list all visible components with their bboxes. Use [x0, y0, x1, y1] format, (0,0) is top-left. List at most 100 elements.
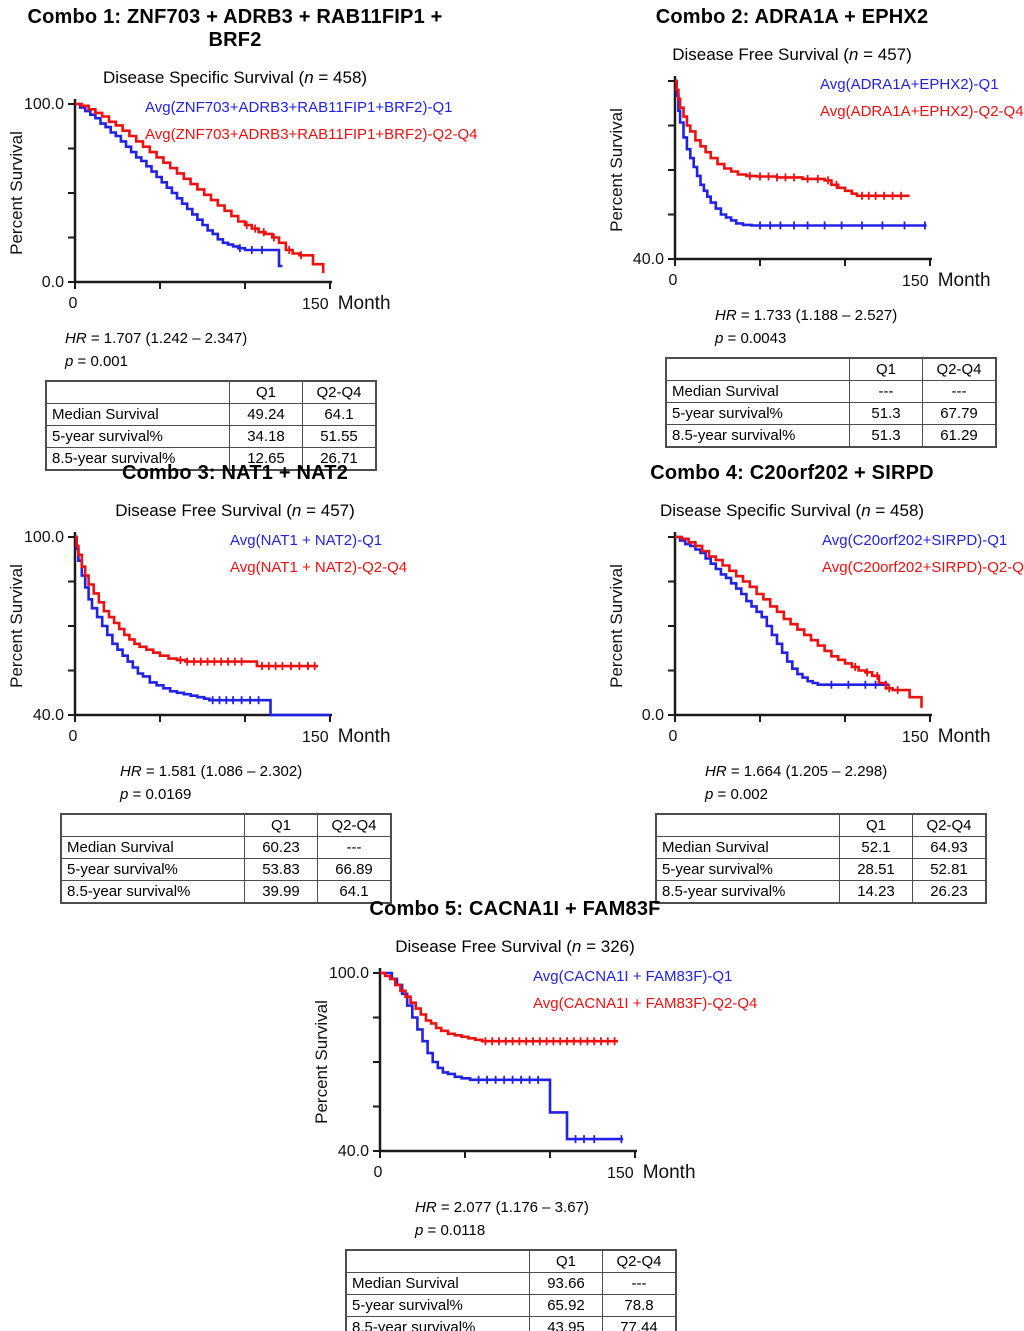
hr-value: = 1.664 (1.205 – 2.298)	[726, 763, 888, 780]
hr-label: HR	[705, 763, 727, 780]
table-cell: 5-year survival%	[345, 1294, 530, 1317]
km-curve-q1	[675, 535, 890, 686]
table-row: 8.5-year survival% 12.65 26.71	[45, 447, 377, 471]
y-axis-bottom-tick-label: 0.0	[42, 274, 64, 291]
table-row: Median Survival --- ---	[665, 380, 997, 403]
table-cell: 64.1	[302, 403, 377, 426]
table-header: Q1	[244, 813, 318, 837]
legend-q2q4: Avg(CACNA1I + FAM83F)-Q2-Q4	[533, 995, 758, 1012]
p-line: p = 0.0043	[715, 327, 1024, 350]
y-axis-title: Percent Survival	[7, 131, 26, 255]
table-cell: 49.24	[229, 403, 303, 426]
hr-value: = 1.733 (1.188 – 2.527)	[736, 307, 898, 324]
table-cell: 39.99	[244, 880, 318, 904]
table-cell: 60.23	[244, 836, 318, 859]
y-axis-bottom-tick-label: 40.0	[633, 251, 664, 268]
table-cell: 5-year survival%	[665, 402, 850, 425]
table-cell: 52.1	[839, 836, 913, 859]
subtitle-rest: = 326)	[581, 937, 635, 956]
table-header: Q2-Q4	[602, 1249, 677, 1273]
p-value: = 0.001	[73, 353, 128, 370]
survival-table: Q1 Q2-Q4 Median Survival 93.66 --- 5-year s…	[345, 1249, 677, 1331]
table-row: 5-year survival% 53.83 66.89	[60, 858, 392, 881]
hr-line: HR = 1.707 (1.242 – 2.347)	[65, 327, 470, 350]
table-row: Median Survival 60.23 ---	[60, 836, 392, 859]
survival-table: Q1 Q2-Q4 Median Survival --- --- 5-year sur…	[665, 357, 997, 448]
table-header: Q2-Q4	[317, 813, 392, 837]
table-header: Q1	[529, 1249, 603, 1273]
y-axis-title: Percent Survival	[607, 108, 626, 232]
p-label: p	[705, 786, 714, 803]
table-row: 8.5-year survival% 51.3 61.29	[665, 424, 997, 448]
stats-block: HR = 1.733 (1.188 – 2.527) p = 0.0043	[715, 304, 1024, 350]
km-curve-q2-q4	[675, 535, 923, 708]
table-cell: 8.5-year survival%	[45, 447, 230, 471]
p-line: p = 0.002	[705, 783, 1024, 806]
panel-subtitle: Disease Free Survival (n = 457)	[0, 501, 470, 521]
table-header: Q1	[849, 357, 923, 381]
km-plot: 100.0 0.0 Percent Survival 0 150 Month Avg(ZN…	[0, 90, 478, 327]
table-header-row: Q1 Q2-Q4	[60, 813, 392, 837]
p-value: = 0.0169	[128, 786, 192, 803]
table-cell: Median Survival	[60, 836, 245, 859]
x-axis-left-tick-label: 0	[669, 728, 678, 745]
table-header-row: Q1 Q2-Q4	[345, 1249, 677, 1273]
subtitle-n: n	[304, 68, 314, 87]
table-cell: Median Survival	[345, 1272, 530, 1295]
table-cell: ---	[317, 836, 392, 859]
table-cell: ---	[602, 1272, 677, 1295]
panel-combo-2: Combo 2: ADRA1A + EPHX2 Disease Free Sur…	[560, 6, 1024, 448]
legend-q2q4: Avg(ZNF703+ADRB3+RAB11FIP1+BRF2)-Q2-Q4	[145, 126, 478, 143]
legend-q1: Avg(ZNF703+ADRB3+RAB11FIP1+BRF2)-Q1	[145, 99, 453, 116]
table-cell: 51.3	[849, 402, 923, 425]
km-curve-q1	[75, 102, 283, 268]
table-header	[45, 380, 230, 404]
stats-block: HR = 2.077 (1.176 – 3.67) p = 0.0118	[415, 1196, 750, 1242]
x-axis-left-tick-label: 0	[69, 295, 78, 312]
legend-q1: Avg(NAT1 + NAT2)-Q1	[230, 532, 383, 549]
panel-subtitle: Disease Specific Survival (n = 458)	[560, 501, 1024, 521]
table-cell: Median Survival	[665, 380, 850, 403]
table-header	[665, 357, 850, 381]
km-curve-q2-q4	[75, 535, 319, 668]
y-axis-top-tick-label: 100.0	[24, 96, 64, 113]
x-axis-right-tick-label: 150 Month	[302, 293, 391, 314]
x-axis-left-tick-label: 0	[374, 1164, 383, 1181]
table-header-row: Q1 Q2-Q4	[45, 380, 377, 404]
table-row: 8.5-year survival% 14.23 26.23	[655, 880, 987, 904]
panel-title: Combo 5: CACNA1I + FAM83F	[369, 898, 661, 920]
table-cell: 93.66	[529, 1272, 603, 1295]
legend: Avg(NAT1 + NAT2)-Q1 Avg(NAT1 + NAT2)-Q2-…	[230, 527, 407, 581]
stats-block: HR = 1.664 (1.205 – 2.298) p = 0.002	[705, 760, 1024, 806]
survival-table: Q1 Q2-Q4 Median Survival 52.1 64.93 5-year …	[655, 813, 987, 904]
p-value: = 0.0043	[723, 330, 787, 347]
table-cell: 64.1	[317, 880, 392, 904]
panel-combo-4: Combo 4: C20orf202 + SIRPD Disease Speci…	[560, 462, 1024, 904]
table-cell: 51.3	[849, 424, 923, 448]
panel-title: Combo 4: C20orf202 + SIRPD	[650, 462, 934, 484]
hr-label: HR	[65, 330, 87, 347]
km-chart-svg: 100.0 40.0 Percent Survival 0 150 Month	[7, 529, 391, 747]
table-cell: Median Survival	[655, 836, 840, 859]
legend-q2q4: Avg(C20orf202+SIRPD)-Q2-Q4	[822, 559, 1024, 576]
table-cell: 28.51	[839, 858, 913, 881]
table-row: Median Survival 93.66 ---	[345, 1272, 677, 1295]
table-header: Q1	[839, 813, 913, 837]
table-cell: 43.95	[529, 1316, 603, 1331]
p-line: p = 0.0118	[415, 1219, 750, 1242]
table-cell: ---	[849, 380, 923, 403]
legend-q2q4: Avg(ADRA1A+EPHX2)-Q2-Q4	[820, 103, 1024, 120]
stats-block: HR = 1.581 (1.086 – 2.302) p = 0.0169	[120, 760, 470, 806]
km-chart-svg: 100.0 40.0 Percent Survival 0 150 Month	[312, 965, 696, 1183]
y-axis-top-tick-label: 100.0	[329, 965, 369, 982]
table-row: Median Survival 52.1 64.93	[655, 836, 987, 859]
table-cell: 78.8	[602, 1294, 677, 1317]
table-row: 8.5-year survival% 43.95 77.44	[345, 1316, 677, 1331]
table-row: 5-year survival% 28.51 52.81	[655, 858, 987, 881]
table-cell: 34.18	[229, 425, 303, 448]
legend-q1: Avg(C20orf202+SIRPD)-Q1	[822, 532, 1008, 549]
km-plot: 100.0 40.0 Percent Survival 0 150 Month Avg(N…	[0, 523, 470, 760]
table-cell: 51.55	[302, 425, 377, 448]
y-axis-bottom-tick-label: 40.0	[338, 1143, 369, 1160]
